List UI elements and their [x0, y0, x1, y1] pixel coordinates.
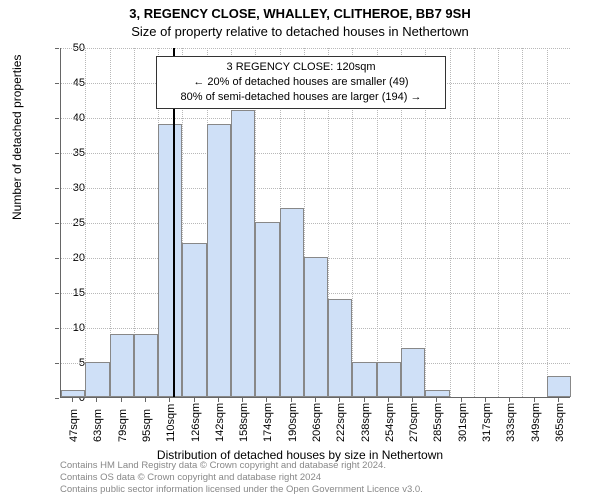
xtick-mark [509, 398, 510, 402]
gridline-h [61, 153, 570, 154]
xtick-mark [242, 398, 243, 402]
footer-line2: Contains OS data © Crown copyright and d… [60, 472, 423, 484]
ytick-mark [55, 398, 59, 399]
xtick-mark [485, 398, 486, 402]
ytick-mark [55, 293, 59, 294]
gridline-v [450, 48, 451, 397]
ytick-mark [55, 83, 59, 84]
xtick-mark [169, 398, 170, 402]
xtick-label: 333sqm [505, 403, 517, 442]
xtick-mark [412, 398, 413, 402]
histogram-bar [134, 334, 158, 397]
histogram-bar [207, 124, 231, 397]
xtick-mark [218, 398, 219, 402]
xtick-mark [121, 398, 122, 402]
xtick-mark [364, 398, 365, 402]
footer-line1: Contains HM Land Registry data © Crown c… [60, 460, 423, 472]
xtick-label: 285sqm [432, 403, 444, 442]
y-axis-label: Number of detached properties [10, 55, 24, 220]
ytick-mark [55, 258, 59, 259]
xtick-mark [72, 398, 73, 402]
histogram-bar [182, 243, 206, 397]
gridline-h [61, 48, 570, 49]
gridline-v [85, 48, 86, 397]
xtick-label: 349sqm [530, 403, 542, 442]
xtick-label: 238sqm [360, 403, 372, 442]
chart-title-line2: Size of property relative to detached ho… [0, 24, 600, 39]
xtick-label: 79sqm [117, 409, 129, 442]
annotation-line3: 80% of semi-detached houses are larger (… [165, 90, 437, 105]
xtick-label: 110sqm [165, 404, 177, 442]
xtick-mark [388, 398, 389, 402]
xtick-label: 270sqm [408, 403, 420, 442]
xtick-mark [461, 398, 462, 402]
histogram-bar [377, 362, 401, 397]
xtick-label: 47sqm [68, 409, 80, 442]
xtick-label: 206sqm [311, 403, 323, 442]
footer-line3: Contains public sector information licen… [60, 484, 423, 496]
annotation-line2: ← 20% of detached houses are smaller (49… [165, 75, 437, 90]
xtick-mark [266, 398, 267, 402]
plot-area: 3 REGENCY CLOSE: 120sqm← 20% of detached… [60, 48, 570, 398]
xtick-mark [145, 398, 146, 402]
xtick-mark [558, 398, 559, 402]
ytick-mark [55, 188, 59, 189]
gridline-h [61, 118, 570, 119]
xtick-mark [534, 398, 535, 402]
xtick-mark [339, 398, 340, 402]
annotation-box: 3 REGENCY CLOSE: 120sqm← 20% of detached… [156, 56, 446, 109]
xtick-label: 254sqm [384, 403, 396, 442]
xtick-mark [291, 398, 292, 402]
ytick-mark [55, 153, 59, 154]
ytick-mark [55, 223, 59, 224]
histogram-bar [425, 390, 449, 397]
xtick-label: 365sqm [554, 403, 566, 442]
xtick-label: 190sqm [287, 403, 299, 442]
xtick-mark [194, 398, 195, 402]
gridline-h [61, 188, 570, 189]
xtick-mark [315, 398, 316, 402]
gridline-v [474, 48, 475, 397]
ytick-mark [55, 48, 59, 49]
xtick-label: 95sqm [141, 409, 153, 442]
annotation-line1: 3 REGENCY CLOSE: 120sqm [165, 60, 437, 75]
histogram-bar [547, 376, 571, 397]
gridline-v [547, 48, 548, 397]
gridline-v [498, 48, 499, 397]
footer-attribution: Contains HM Land Registry data © Crown c… [60, 460, 423, 496]
xtick-label: 317sqm [481, 403, 493, 442]
histogram-bar [85, 362, 109, 397]
xtick-label: 158sqm [238, 403, 250, 442]
chart-container: 3, REGENCY CLOSE, WHALLEY, CLITHEROE, BB… [0, 0, 600, 500]
histogram-bar [304, 257, 328, 397]
xtick-label: 301sqm [457, 403, 469, 442]
xtick-mark [436, 398, 437, 402]
histogram-bar [280, 208, 304, 397]
histogram-bar [61, 390, 85, 397]
histogram-bar [401, 348, 425, 397]
xtick-label: 142sqm [214, 403, 226, 442]
xtick-mark [96, 398, 97, 402]
xtick-label: 222sqm [335, 403, 347, 442]
histogram-bar [352, 362, 376, 397]
chart-title-line1: 3, REGENCY CLOSE, WHALLEY, CLITHEROE, BB… [0, 6, 600, 21]
gridline-v [522, 48, 523, 397]
gridline-h [61, 223, 570, 224]
ytick-mark [55, 118, 59, 119]
xtick-label: 126sqm [190, 403, 202, 442]
ytick-mark [55, 328, 59, 329]
xtick-label: 63sqm [92, 409, 104, 442]
histogram-bar [231, 110, 255, 397]
histogram-bar [158, 124, 182, 397]
histogram-bar [328, 299, 352, 397]
histogram-bar [110, 334, 134, 397]
histogram-bar [255, 222, 279, 397]
ytick-mark [55, 363, 59, 364]
xtick-label: 174sqm [262, 403, 274, 442]
